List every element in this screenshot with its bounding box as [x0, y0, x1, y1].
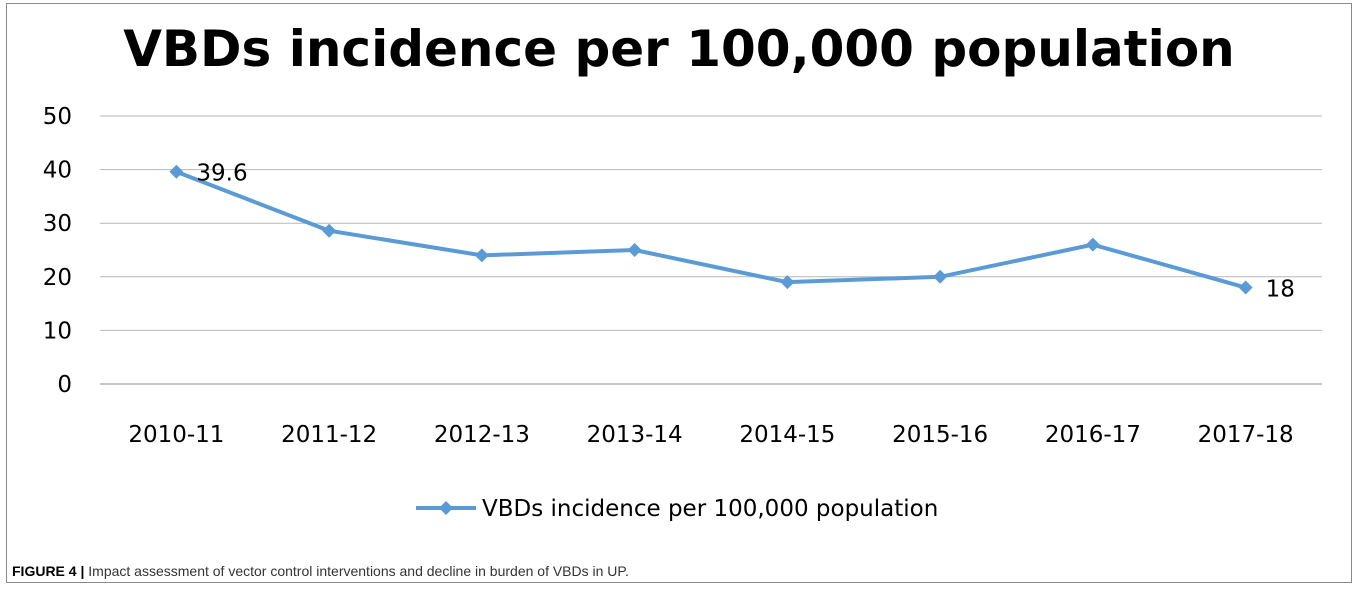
x-tick-label: 2014-15 [739, 422, 835, 448]
line-chart: VBDs incidence per 100,000 population 0 1… [43, 20, 1322, 522]
caption-text: Impact assessment of vector control inte… [84, 563, 629, 579]
legend-marker [439, 501, 453, 515]
x-tick-label: 2012-13 [434, 422, 530, 448]
data-point-marker [322, 223, 337, 238]
legend: VBDs incidence per 100,000 population [416, 496, 938, 522]
y-tick-label: 20 [43, 265, 72, 291]
x-tick-label: 2016-17 [1045, 422, 1141, 448]
gridlines [100, 115, 1322, 385]
data-labels: 39.6 18 [196, 161, 1295, 303]
y-tick-label: 10 [43, 318, 72, 344]
data-point-marker [474, 248, 489, 263]
data-point-marker [1085, 237, 1100, 252]
data-label: 18 [1266, 277, 1295, 303]
data-point-marker [1238, 280, 1253, 295]
data-label: 39.6 [196, 161, 247, 187]
legend-label: VBDs incidence per 100,000 population [482, 496, 938, 522]
x-tick-label: 2013-14 [587, 422, 683, 448]
data-point-marker [627, 243, 642, 257]
y-tick-label: 50 [43, 104, 72, 130]
y-tick-label: 0 [57, 372, 72, 398]
x-tick-label: 2011-12 [281, 422, 377, 448]
x-tick-label: 2017-18 [1198, 422, 1294, 448]
data-point-marker [169, 164, 184, 179]
figure-label: FIGURE 4 | [12, 563, 85, 579]
y-axis-ticks: 0 10 20 30 40 50 [43, 104, 72, 398]
data-point-marker [780, 275, 795, 290]
y-tick-label: 40 [43, 158, 72, 184]
y-tick-label: 30 [43, 211, 72, 237]
figure-caption: FIGURE 4 | Impact assessment of vector c… [12, 563, 1342, 579]
data-point-marker [933, 269, 948, 284]
series-line [175, 169, 1247, 290]
figure-frame [6, 3, 1352, 583]
x-axis-ticks: 2010-11 2011-12 2012-13 2013-14 2014-15 2015-… [128, 422, 1293, 448]
x-tick-label: 2010-11 [128, 422, 224, 448]
series-layer [169, 164, 1253, 295]
x-tick-label: 2015-16 [892, 422, 988, 448]
chart-title: VBDs incidence per 100,000 population [123, 20, 1235, 78]
